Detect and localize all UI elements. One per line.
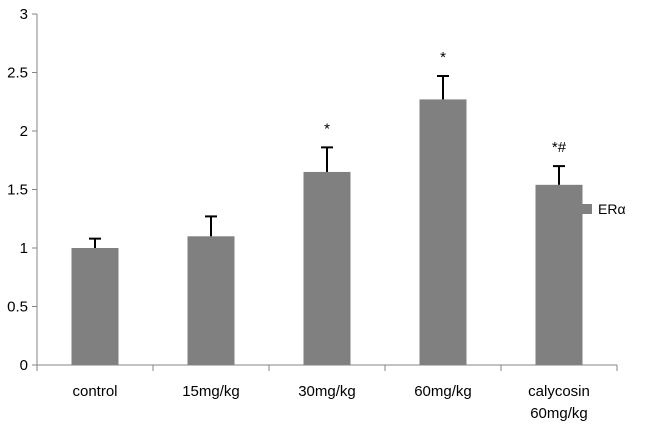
bars bbox=[72, 99, 583, 365]
y-tick-label: 2 bbox=[20, 123, 28, 140]
x-tick-label: 15mg/kg bbox=[182, 383, 240, 400]
x-axis: control 15mg/kg 30mg/kg 60mg/kg calycosin 60m… bbox=[37, 365, 617, 422]
x-tick-label: control bbox=[72, 383, 117, 400]
legend: ERα bbox=[582, 201, 626, 217]
y-tick-label: 1.5 bbox=[7, 182, 28, 199]
bar bbox=[72, 248, 119, 365]
x-tick-label-line: 15mg/kg bbox=[182, 383, 240, 400]
significance-marker: * bbox=[440, 49, 446, 66]
y-tick-label: 0.5 bbox=[7, 299, 28, 316]
bar bbox=[420, 99, 467, 365]
significance-marker: *# bbox=[552, 139, 567, 156]
y-tick-label: 2.5 bbox=[7, 65, 28, 82]
y-axis: 0 0.5 1 1.5 2 2.5 3 bbox=[7, 6, 37, 374]
bar bbox=[304, 172, 351, 365]
x-tick-label-line: 30mg/kg bbox=[298, 383, 356, 400]
bar bbox=[188, 236, 235, 365]
y-tick-label: 1 bbox=[20, 240, 28, 257]
x-tick-label: 60mg/kg bbox=[414, 383, 472, 400]
bar bbox=[536, 185, 583, 365]
significance-marker: * bbox=[324, 120, 330, 137]
y-tick-label: 3 bbox=[20, 6, 28, 23]
legend-label: ERα bbox=[598, 201, 626, 217]
x-tick-label-line: calycosin bbox=[528, 383, 590, 400]
legend-swatch bbox=[582, 204, 592, 214]
x-tick-label: 30mg/kg bbox=[298, 383, 356, 400]
x-tick-label-line: 60mg/kg bbox=[414, 383, 472, 400]
x-tick-label-line: 60mg/kg bbox=[530, 405, 588, 422]
y-tick-label: 0 bbox=[20, 357, 28, 374]
x-tick-label: calycosin 60mg/kg bbox=[528, 383, 590, 422]
x-tick-label-line: control bbox=[72, 383, 117, 400]
